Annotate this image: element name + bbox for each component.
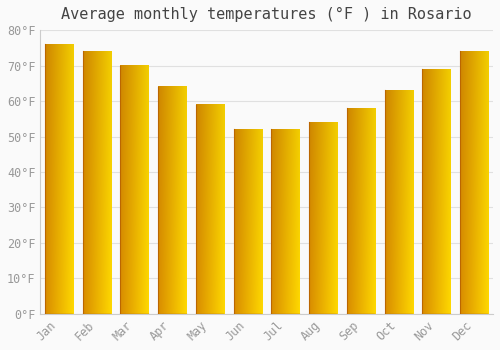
Title: Average monthly temperatures (°F ) in Rosario: Average monthly temperatures (°F ) in Ro…: [62, 7, 472, 22]
